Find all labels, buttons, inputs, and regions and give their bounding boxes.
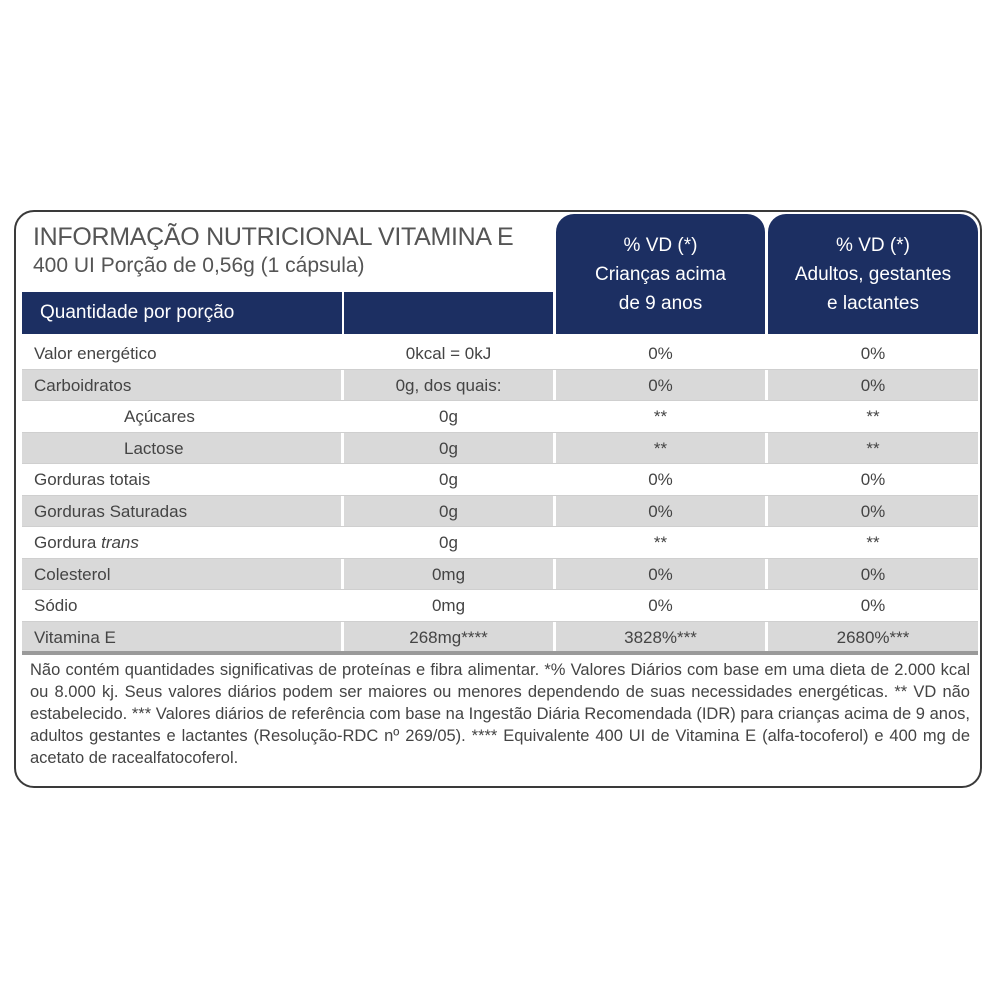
nutrient-name-italic: trans [101, 533, 139, 552]
amount: 268mg**** [344, 621, 556, 651]
amount: 0mg [344, 590, 556, 621]
nutrient-name: Gordura trans [22, 527, 344, 558]
vd-children: 0% [556, 590, 768, 621]
vd-adults: ** [866, 438, 880, 458]
serving-size: 400 UI Porção de 0,56g (1 cápsula) [33, 254, 365, 277]
nutrient-name: Lactose [22, 432, 344, 463]
table-row: Açúcares 0g ** ** [22, 401, 978, 433]
vd-children: 0% [556, 338, 768, 369]
vd-children: ** [556, 527, 768, 558]
vd-adults: ** [866, 533, 880, 552]
table-row: Valor energético 0kcal = 0kJ 0% 0% [22, 338, 978, 370]
amount: 0g [344, 464, 556, 495]
vd-children: 0% [556, 464, 768, 495]
amount: 0g [344, 495, 556, 526]
vd-children: ** [556, 432, 768, 463]
nutrient-name: Gorduras totais [22, 464, 344, 495]
vd-children: 0% [556, 369, 768, 400]
nutrition-table-frame [14, 210, 982, 788]
vd-adults: 2680%*** [836, 627, 910, 647]
vd-children: ** [556, 401, 768, 432]
table-title: INFORMAÇÃO NUTRICIONAL VITAMINA E [33, 223, 514, 251]
header-line: de 9 anos [618, 292, 703, 314]
nutrient-name: Carboidratos [22, 369, 344, 400]
table-row: Carboidratos 0g, dos quais: 0% 0% [22, 369, 978, 401]
header-line: % VD (*) [836, 234, 910, 256]
nutrient-name: Vitamina E [22, 621, 344, 651]
header-vd-children: % VD (*) Crianças acima de 9 anos [556, 214, 765, 334]
table-row: Gorduras totais 0g 0% 0% [22, 464, 978, 496]
vd-adults: 0% [860, 375, 886, 395]
nutrient-name: Colesterol [22, 558, 344, 589]
vd-adults: 0% [860, 344, 886, 363]
header-amount-blank [344, 292, 553, 334]
table-row: Lactose 0g ** ** [22, 432, 978, 464]
vd-adults: ** [866, 407, 880, 426]
header-line: e lactantes [827, 292, 919, 314]
amount: 0g [344, 432, 556, 463]
nutrient-name: Sódio [22, 590, 344, 621]
table-row: Colesterol 0mg 0% 0% [22, 558, 978, 590]
vd-adults: 0% [860, 501, 886, 521]
header-vd-adults: % VD (*) Adultos, gestantes e lactantes [768, 214, 978, 334]
nutrient-name: Açúcares [22, 401, 344, 432]
vd-adults: 0% [860, 564, 886, 584]
nutrient-name: Valor energético [22, 338, 344, 369]
amount: 0mg [344, 558, 556, 589]
amount: 0g [344, 401, 556, 432]
vd-adults: 0% [860, 596, 886, 615]
header-line: Adultos, gestantes [794, 263, 952, 285]
vd-children: 3828%*** [556, 621, 768, 651]
header-line: % VD (*) [623, 234, 698, 256]
amount: 0kcal = 0kJ [344, 338, 556, 369]
nutrition-rows: Valor energético 0kcal = 0kJ 0% 0% Carboidra… [22, 338, 978, 655]
header-quantity: Quantidade por porção [22, 292, 342, 334]
table-row: Vitamina E 268mg**** 3828%*** 2680%*** [22, 621, 978, 655]
footnote: Não contém quantidades significativas de… [30, 661, 970, 767]
vd-children: 0% [556, 558, 768, 589]
nutrient-name-text: Gordura [34, 533, 102, 552]
nutrient-name: Gorduras Saturadas [22, 495, 344, 526]
table-row: Sódio 0mg 0% 0% [22, 590, 978, 622]
table-row: Gordura trans 0g ** ** [22, 527, 978, 559]
amount: 0g, dos quais: [344, 369, 556, 400]
vd-children: 0% [556, 495, 768, 526]
table-row: Gorduras Saturadas 0g 0% 0% [22, 495, 978, 527]
vd-adults: 0% [860, 470, 886, 489]
header-line: Crianças acima [595, 263, 726, 285]
amount: 0g [344, 527, 556, 558]
